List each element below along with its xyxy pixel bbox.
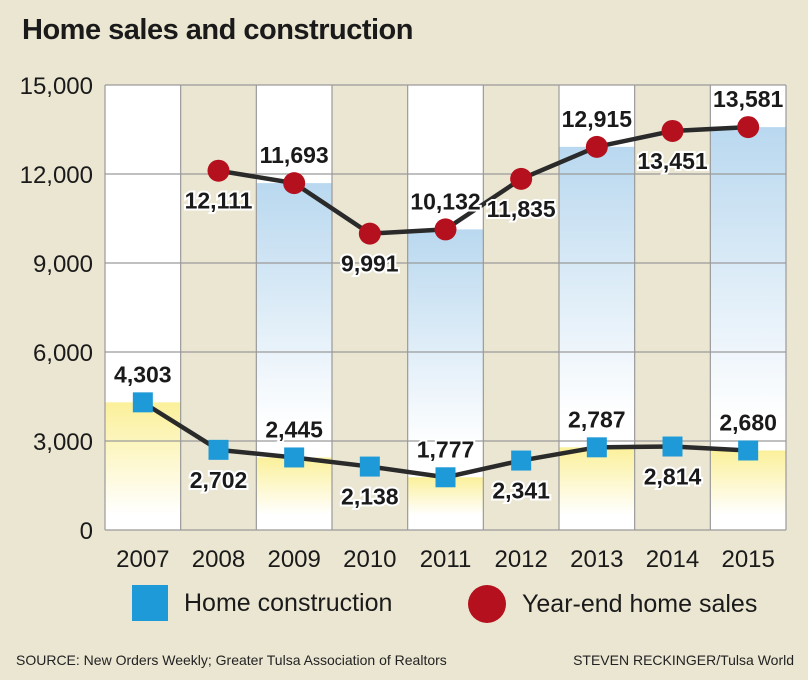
data-point-construction bbox=[586, 437, 607, 458]
x-tick-label: 2008 bbox=[192, 546, 245, 573]
y-tick-label: 3,000 bbox=[33, 429, 93, 456]
data-point-construction bbox=[435, 467, 456, 488]
column-fill-sales bbox=[559, 146, 635, 418]
data-point-construction bbox=[738, 440, 759, 461]
legend-item-construction: Home construction bbox=[132, 585, 392, 621]
data-label-construction: 2,138 bbox=[341, 484, 399, 510]
chart-title: Home sales and construction bbox=[22, 14, 414, 46]
x-tick-label: 2012 bbox=[494, 546, 547, 573]
data-label-sales: 13,451 bbox=[637, 148, 708, 174]
x-tick-label: 2011 bbox=[420, 546, 472, 573]
column-fill-construction bbox=[559, 447, 635, 515]
data-point-sales bbox=[510, 167, 533, 190]
data-label-construction: 4,303 bbox=[114, 361, 172, 387]
legend-item-sales: Year-end home sales bbox=[468, 585, 757, 623]
data-label-sales: 13,581 bbox=[713, 86, 784, 112]
y-tick-label: 9,000 bbox=[33, 251, 93, 278]
data-point-sales bbox=[737, 116, 760, 139]
data-label-construction: 2,702 bbox=[190, 467, 248, 493]
column-fill-sales bbox=[407, 229, 484, 448]
column-band bbox=[332, 85, 408, 530]
circle-marker-icon bbox=[468, 585, 506, 623]
data-point-sales bbox=[358, 222, 381, 245]
y-tick-label: 6,000 bbox=[33, 340, 93, 367]
data-point-construction bbox=[662, 436, 683, 457]
data-label-sales: 10,132 bbox=[410, 188, 480, 214]
column-fill-construction bbox=[710, 450, 786, 515]
data-label-sales: 11,835 bbox=[487, 196, 556, 222]
column-fill-sales bbox=[256, 183, 332, 428]
data-label-sales: 12,111 bbox=[185, 188, 253, 214]
data-point-sales bbox=[207, 159, 230, 182]
data-label-construction: 2,787 bbox=[568, 406, 626, 432]
x-tick-label: 2013 bbox=[570, 546, 623, 573]
legend-label-sales: Year-end home sales bbox=[522, 589, 758, 618]
y-tick-label: 12,000 bbox=[20, 162, 93, 189]
credit-note: STEVEN RECKINGER/Tulsa World bbox=[573, 652, 794, 668]
data-point-construction bbox=[511, 450, 532, 471]
source-note: SOURCE: New Orders Weekly; Greater Tulsa… bbox=[16, 652, 447, 668]
data-label-sales: 9,991 bbox=[341, 251, 399, 277]
data-point-construction bbox=[132, 392, 153, 413]
series-line-sales bbox=[218, 124, 749, 236]
data-label-construction: 2,341 bbox=[492, 478, 550, 504]
data-label-sales: 11,693 bbox=[260, 142, 329, 168]
data-label-construction: 1,777 bbox=[417, 436, 475, 462]
data-label-construction: 2,445 bbox=[265, 416, 323, 442]
x-tick-label: 2010 bbox=[343, 546, 396, 573]
square-marker-icon bbox=[132, 585, 168, 621]
data-point-construction bbox=[284, 447, 305, 468]
x-tick-label: 2009 bbox=[267, 546, 320, 573]
column-fill-construction bbox=[105, 402, 181, 515]
data-point-sales bbox=[283, 172, 306, 195]
data-point-sales bbox=[585, 135, 608, 158]
x-tick-label: 2007 bbox=[116, 546, 169, 573]
y-tick-label: 15,000 bbox=[20, 73, 93, 100]
data-point-sales bbox=[661, 119, 684, 142]
legend-label-construction: Home construction bbox=[184, 588, 393, 617]
data-label-construction: 2,680 bbox=[719, 409, 777, 435]
y-tick-label: 0 bbox=[80, 518, 93, 545]
data-point-construction bbox=[208, 439, 229, 460]
column-band bbox=[180, 85, 257, 530]
data-label-sales: 12,915 bbox=[562, 106, 633, 132]
data-point-construction bbox=[359, 456, 380, 477]
x-tick-label: 2014 bbox=[646, 546, 699, 573]
data-label-construction: 2,814 bbox=[644, 464, 702, 490]
column-fill-sales bbox=[710, 127, 786, 421]
data-point-sales bbox=[434, 218, 457, 241]
x-tick-label: 2015 bbox=[721, 546, 774, 573]
